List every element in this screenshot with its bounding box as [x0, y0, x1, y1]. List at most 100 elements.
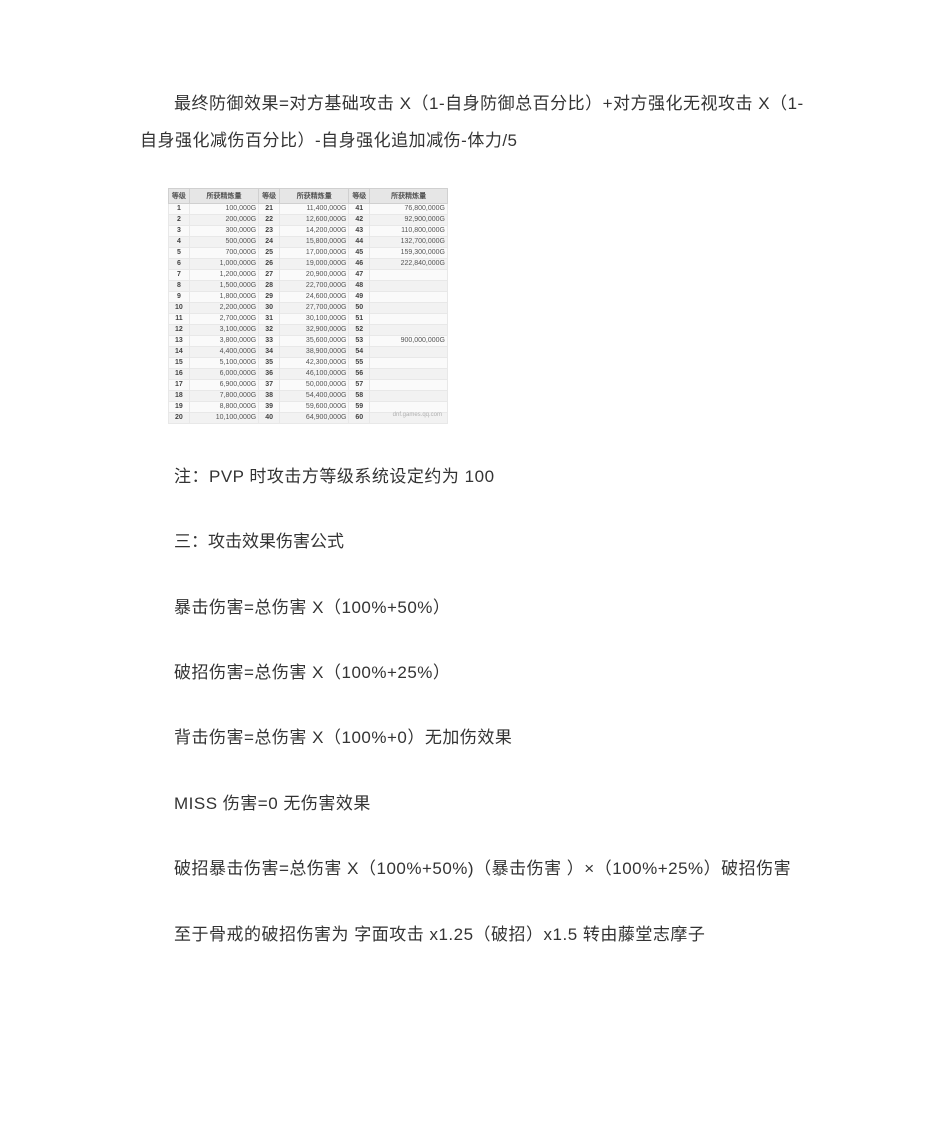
level-cell: 3 [169, 225, 190, 236]
level-cell: 15 [169, 357, 190, 368]
value-cell: 900,000,000G [370, 335, 448, 346]
table-row: 112,700,000G3130,100,000G51 [169, 313, 448, 324]
level-cell: 14 [169, 346, 190, 357]
value-cell: 2,200,000G [189, 302, 258, 313]
level-cell: 49 [349, 291, 370, 302]
value-cell [370, 280, 448, 291]
level-cell: 21 [259, 203, 280, 214]
value-cell: 35,600,000G [280, 335, 349, 346]
value-cell: 200,000G [189, 214, 258, 225]
level-cell: 10 [169, 302, 190, 313]
value-cell [370, 368, 448, 379]
table-header-cell: 等级 [259, 188, 280, 203]
level-cell: 52 [349, 324, 370, 335]
value-cell: 8,800,000G [189, 401, 258, 412]
table-header-cell: 等级 [169, 188, 190, 203]
value-cell [370, 324, 448, 335]
table-row: 3300,000G2314,200,000G43110,800,000G [169, 225, 448, 236]
level-cell: 33 [259, 335, 280, 346]
value-cell [370, 346, 448, 357]
level-cell: 54 [349, 346, 370, 357]
table-row: 176,900,000G3750,000,000G57 [169, 379, 448, 390]
value-cell [370, 390, 448, 401]
back-formula: 背击伤害=总伤害 X（100%+0）无加伤效果 [140, 719, 805, 756]
level-cell: 50 [349, 302, 370, 313]
level-cell: 17 [169, 379, 190, 390]
level-cell: 53 [349, 335, 370, 346]
level-cell: 31 [259, 313, 280, 324]
level-cell: 32 [259, 324, 280, 335]
level-cell: 29 [259, 291, 280, 302]
value-cell: 6,900,000G [189, 379, 258, 390]
table-header-row: 等级所获精炼量等级所获精炼量等级所获精炼量 [169, 188, 448, 203]
table-row: 187,800,000G3854,400,000G58 [169, 390, 448, 401]
level-cell: 40 [259, 412, 280, 423]
table-row: 144,400,000G3438,900,000G54 [169, 346, 448, 357]
table-header-cell: 所获精炼量 [189, 188, 258, 203]
value-cell: 38,900,000G [280, 346, 349, 357]
exp-table: 等级所获精炼量等级所获精炼量等级所获精炼量 1100,000G2111,400,… [168, 188, 448, 424]
value-cell: 300,000G [189, 225, 258, 236]
value-cell: 11,400,000G [280, 203, 349, 214]
value-cell [370, 357, 448, 368]
level-cell: 7 [169, 269, 190, 280]
value-cell [370, 412, 448, 423]
table-row: 198,800,000G3959,600,000G59 [169, 401, 448, 412]
level-cell: 36 [259, 368, 280, 379]
table-row: 4500,000G2415,800,000G44132,700,000G [169, 236, 448, 247]
value-cell: 3,800,000G [189, 335, 258, 346]
value-cell: 64,900,000G [280, 412, 349, 423]
bone-ring-note: 至于骨戒的破招伤害为 字面攻击 x1.25（破招）x1.5 转由藤堂志摩子 [140, 916, 805, 953]
table-row: 91,800,000G2924,600,000G49 [169, 291, 448, 302]
level-cell: 2 [169, 214, 190, 225]
value-cell [370, 269, 448, 280]
value-cell: 1,200,000G [189, 269, 258, 280]
level-cell: 9 [169, 291, 190, 302]
level-cell: 43 [349, 225, 370, 236]
level-cell: 24 [259, 236, 280, 247]
value-cell: 700,000G [189, 247, 258, 258]
level-cell: 4 [169, 236, 190, 247]
table-row: 155,100,000G3542,300,000G55 [169, 357, 448, 368]
level-cell: 16 [169, 368, 190, 379]
value-cell: 14,200,000G [280, 225, 349, 236]
level-cell: 59 [349, 401, 370, 412]
level-cell: 19 [169, 401, 190, 412]
value-cell: 19,000,000G [280, 258, 349, 269]
table-header-cell: 等级 [349, 188, 370, 203]
level-cell: 22 [259, 214, 280, 225]
value-cell: 12,600,000G [280, 214, 349, 225]
table-row: 166,000,000G3646,100,000G56 [169, 368, 448, 379]
value-cell [370, 313, 448, 324]
value-cell [370, 401, 448, 412]
level-cell: 48 [349, 280, 370, 291]
level-cell: 46 [349, 258, 370, 269]
table-row: 123,100,000G3232,900,000G52 [169, 324, 448, 335]
level-cell: 38 [259, 390, 280, 401]
value-cell: 27,700,000G [280, 302, 349, 313]
level-cell: 8 [169, 280, 190, 291]
level-cell: 18 [169, 390, 190, 401]
value-cell: 3,100,000G [189, 324, 258, 335]
level-cell: 11 [169, 313, 190, 324]
break-formula: 破招伤害=总伤害 X（100%+25%） [140, 654, 805, 691]
table-row: 102,200,000G3027,700,000G50 [169, 302, 448, 313]
value-cell: 1,500,000G [189, 280, 258, 291]
exp-table-container: 等级所获精炼量等级所获精炼量等级所获精炼量 1100,000G2111,400,… [168, 188, 448, 424]
break-crit-formula: 破招暴击伤害=总伤害 X（100%+50%)（暴击伤害 ）×（100%+25%）… [140, 850, 805, 887]
level-cell: 41 [349, 203, 370, 214]
value-cell: 17,000,000G [280, 247, 349, 258]
level-cell: 20 [169, 412, 190, 423]
level-cell: 12 [169, 324, 190, 335]
value-cell: 4,400,000G [189, 346, 258, 357]
table-header-cell: 所获精炼量 [370, 188, 448, 203]
value-cell: 159,300,000G [370, 247, 448, 258]
table-row: 2200,000G2212,600,000G4292,900,000G [169, 214, 448, 225]
value-cell: 42,300,000G [280, 357, 349, 368]
value-cell: 59,600,000G [280, 401, 349, 412]
level-cell: 34 [259, 346, 280, 357]
level-cell: 13 [169, 335, 190, 346]
table-row: 2010,100,000G4064,900,000G60 [169, 412, 448, 423]
value-cell: 24,600,000G [280, 291, 349, 302]
value-cell: 5,100,000G [189, 357, 258, 368]
